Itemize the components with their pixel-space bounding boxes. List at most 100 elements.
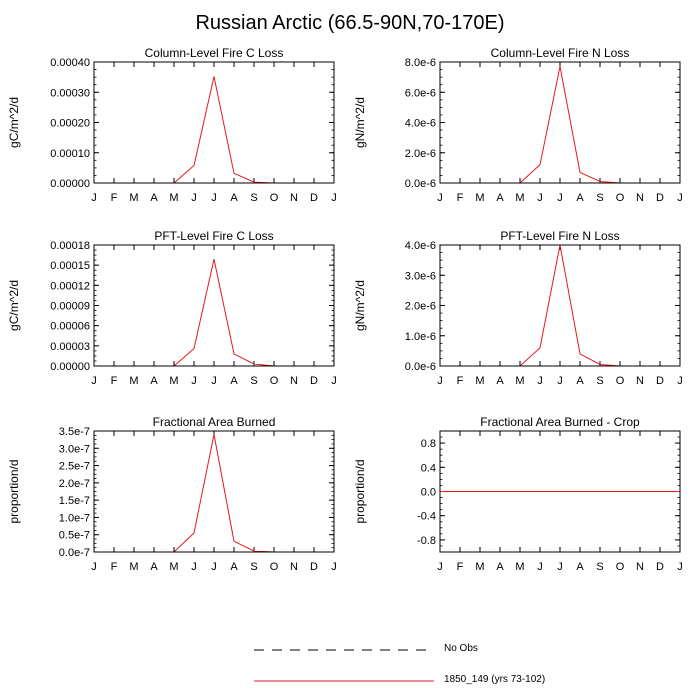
x-tick-label: J xyxy=(331,192,337,204)
x-tick-label: S xyxy=(596,192,603,204)
y-tick-label: 0.00000 xyxy=(50,178,90,190)
y-tick-label: 8.0e-6 xyxy=(405,57,436,69)
x-tick-label: O xyxy=(270,561,279,573)
x-tick-label: A xyxy=(150,192,158,204)
x-tick-label: N xyxy=(290,375,298,387)
x-tick-label: J xyxy=(191,192,197,204)
x-tick-label: J xyxy=(91,375,97,387)
x-tick-label: O xyxy=(270,375,279,387)
x-tick-label: D xyxy=(310,192,318,204)
x-tick-label: D xyxy=(656,192,664,204)
x-tick-label: F xyxy=(457,375,464,387)
y-tick-label: 0.00010 xyxy=(50,148,90,160)
legend-item-model: 1850_149 (yrs 73-102) xyxy=(254,673,674,691)
x-tick-label: J xyxy=(537,375,543,387)
chart-title: PFT-Level Fire N Loss xyxy=(500,229,619,243)
x-tick-label: J xyxy=(557,561,563,573)
y-tick-label: 0.00030 xyxy=(50,87,90,99)
x-tick-label: J xyxy=(331,375,337,387)
x-tick-label: A xyxy=(496,561,504,573)
x-tick-label: D xyxy=(310,561,318,573)
x-tick-label: M xyxy=(475,375,484,387)
plot-frame xyxy=(93,61,335,184)
x-tick-label: D xyxy=(310,375,318,387)
y-tick-label: 0.00015 xyxy=(50,260,90,272)
plot-frame xyxy=(93,244,335,367)
series-line xyxy=(440,244,680,367)
figure-title: Russian Arctic (66.5-90N,70-170E) xyxy=(195,12,505,34)
chart-title: Column-Level Fire C Loss xyxy=(145,46,284,60)
x-tick-label: J xyxy=(211,561,217,573)
x-tick-label: O xyxy=(616,192,625,204)
x-tick-label: M xyxy=(475,561,484,573)
series-line xyxy=(94,76,334,184)
y-tick-label: 2.0e-6 xyxy=(405,301,436,313)
y-tick-label: 2.0e-6 xyxy=(405,148,436,160)
y-tick-label: 0.4 xyxy=(421,462,436,474)
x-tick-label: M xyxy=(475,192,484,204)
x-tick-label: N xyxy=(636,375,644,387)
x-tick-label: N xyxy=(636,561,644,573)
x-tick-label: A xyxy=(230,375,238,387)
y-tick-label: 0.0e-7 xyxy=(59,547,90,559)
x-tick-label: N xyxy=(290,192,298,204)
chart-panel-6: Fractional Area Burned - Crop proportion/… xyxy=(353,415,683,573)
y-tick-label: 0.00003 xyxy=(50,341,90,353)
x-tick-label: O xyxy=(616,561,625,573)
y-tick-label: 0.8 xyxy=(421,438,436,450)
x-tick-label: J xyxy=(537,561,543,573)
x-tick-label: S xyxy=(250,375,257,387)
plot-frame xyxy=(439,61,681,184)
x-tick-label: J xyxy=(677,375,683,387)
x-tick-label: N xyxy=(290,561,298,573)
legend-solid-line-icon xyxy=(254,680,434,682)
x-tick-label: J xyxy=(557,192,563,204)
y-tick-label: 0.00000 xyxy=(50,361,90,373)
y-axis-label: gN/m^2/d xyxy=(353,280,367,331)
y-tick-label: 2.0e-7 xyxy=(59,478,90,490)
y-tick-label: 3.0e-7 xyxy=(59,443,90,455)
x-tick-label: F xyxy=(111,561,118,573)
x-tick-label: A xyxy=(496,375,504,387)
x-tick-label: S xyxy=(596,375,603,387)
x-tick-label: M xyxy=(129,192,138,204)
plot-frame xyxy=(439,430,681,553)
y-axis-label: gC/m^2/d xyxy=(7,97,21,148)
x-tick-label: A xyxy=(576,192,584,204)
x-tick-label: M xyxy=(129,561,138,573)
x-tick-label: J xyxy=(91,192,97,204)
y-tick-label: 0.5e-7 xyxy=(59,530,90,542)
y-tick-label: 2.5e-7 xyxy=(59,461,90,473)
x-tick-label: O xyxy=(616,375,625,387)
x-tick-label: J xyxy=(211,375,217,387)
y-tick-label: 3.0e-6 xyxy=(405,270,436,282)
y-tick-label: 0.00009 xyxy=(50,301,90,313)
x-tick-label: M xyxy=(169,192,178,204)
y-tick-label: -0.4 xyxy=(417,511,436,523)
x-tick-label: F xyxy=(457,561,464,573)
chart-title: Column-Level Fire N Loss xyxy=(491,46,630,60)
chart-title: Fractional Area Burned xyxy=(153,415,276,429)
x-tick-label: J xyxy=(91,561,97,573)
series-line xyxy=(440,66,680,184)
y-tick-label: 0.00012 xyxy=(50,280,90,292)
y-tick-label: 0.00006 xyxy=(50,321,90,333)
x-tick-label: S xyxy=(250,561,257,573)
x-tick-label: O xyxy=(270,192,279,204)
x-tick-label: F xyxy=(457,192,464,204)
x-tick-label: J xyxy=(537,192,543,204)
x-tick-label: A xyxy=(576,375,584,387)
x-tick-label: J xyxy=(211,192,217,204)
y-tick-label: 0.0 xyxy=(421,487,436,499)
x-tick-label: J xyxy=(331,561,337,573)
x-tick-label: J xyxy=(191,375,197,387)
y-tick-label: 4.0e-6 xyxy=(405,240,436,252)
x-tick-label: J xyxy=(677,192,683,204)
x-tick-label: A xyxy=(150,375,158,387)
series-line xyxy=(94,258,334,367)
y-tick-label: 0.0e-6 xyxy=(405,178,436,190)
